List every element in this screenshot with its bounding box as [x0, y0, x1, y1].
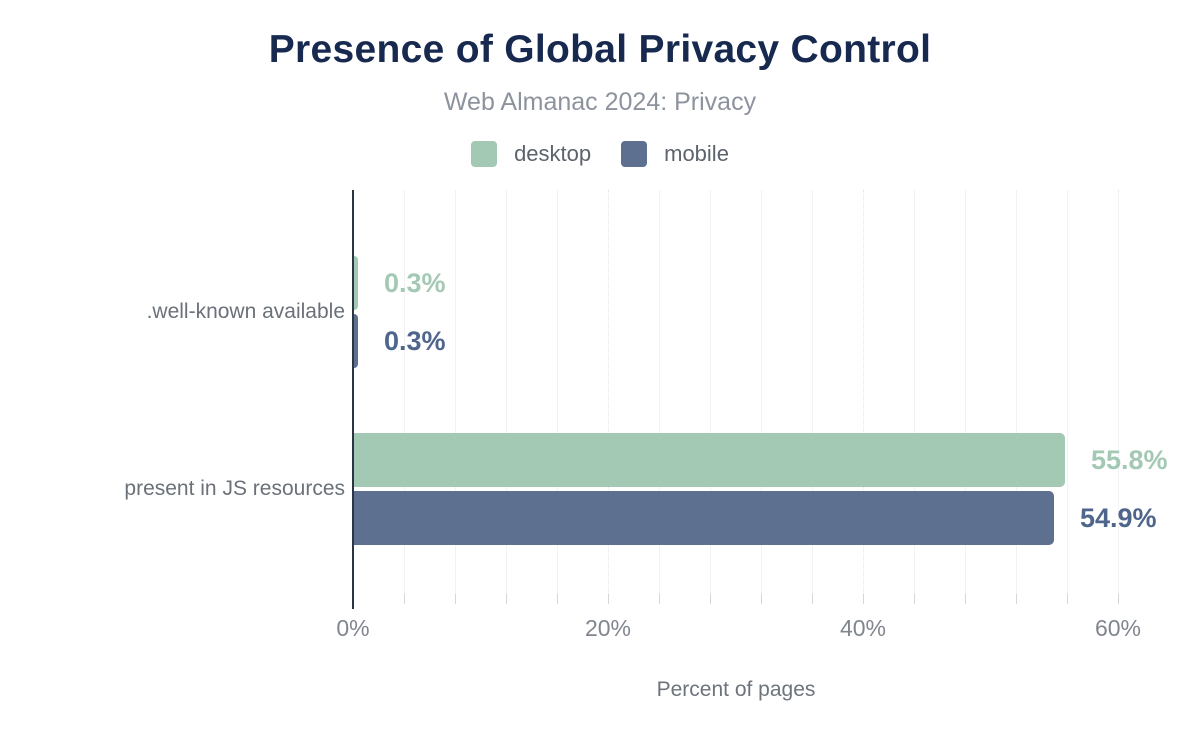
- x-tick-label: 0%: [336, 615, 370, 641]
- minor-gridline: [1016, 190, 1017, 604]
- axis-tick: [812, 594, 813, 604]
- axis-tick: [455, 594, 456, 604]
- minor-gridline: [455, 190, 456, 604]
- axis-tick: [710, 594, 711, 604]
- axis-tick: [761, 594, 762, 604]
- bar-desktop-1: [354, 433, 1065, 487]
- legend-label-mobile: mobile: [664, 141, 729, 166]
- minor-gridline: [812, 190, 813, 604]
- axis-tick: [659, 594, 660, 604]
- minor-gridline: [710, 190, 711, 604]
- axis-tick: [506, 594, 507, 604]
- x-axis-title: Percent of pages: [656, 678, 816, 701]
- category-label: present in JS resources: [124, 477, 345, 500]
- x-tick-label: 60%: [1094, 615, 1142, 641]
- minor-gridline: [914, 190, 915, 604]
- minor-gridline: [761, 190, 762, 604]
- desktop-series-swatch: [471, 141, 498, 167]
- axis-tick: [863, 594, 864, 604]
- minor-gridline: [557, 190, 558, 604]
- axis-tick: [1118, 594, 1119, 604]
- minor-gridline: [965, 190, 966, 604]
- legend-item-desktop: desktop: [471, 141, 591, 167]
- axis-tick: [608, 594, 609, 604]
- axis-tick: [965, 594, 966, 604]
- major-gridline: [608, 190, 609, 604]
- major-gridline: [863, 190, 864, 604]
- value-label-mobile-1: 54.9%: [1080, 503, 1157, 533]
- axis-tick: [404, 594, 405, 604]
- legend-label-desktop: desktop: [514, 141, 592, 166]
- bar-desktop-0: [354, 256, 358, 310]
- x-tick-label: 40%: [839, 615, 887, 641]
- chart-title: Presence of Global Privacy Control: [268, 28, 932, 71]
- x-tick-label: 20%: [584, 615, 632, 641]
- minor-gridline: [506, 190, 507, 604]
- minor-gridline: [1067, 190, 1068, 604]
- axis-tick: [1067, 594, 1068, 604]
- axis-tick: [1016, 594, 1017, 604]
- value-label-mobile-0: 0.3%: [384, 326, 446, 356]
- axis-tick: [914, 594, 915, 604]
- bar-mobile-1: [354, 491, 1054, 545]
- category-label: .well-known available: [146, 300, 345, 323]
- mobile-series-swatch: [621, 141, 648, 167]
- bar-mobile-0: [354, 314, 358, 368]
- axis-tick: [557, 594, 558, 604]
- value-label-desktop-0: 0.3%: [384, 268, 446, 298]
- major-gridline: [1118, 190, 1119, 604]
- y-axis-line: [352, 190, 354, 609]
- legend: desktop mobile: [0, 141, 1200, 167]
- minor-gridline: [404, 190, 405, 604]
- value-label-desktop-1: 55.8%: [1091, 445, 1168, 475]
- legend-item-mobile: mobile: [621, 141, 729, 167]
- minor-gridline: [659, 190, 660, 604]
- chart-subtitle: Web Almanac 2024: Privacy: [443, 88, 757, 116]
